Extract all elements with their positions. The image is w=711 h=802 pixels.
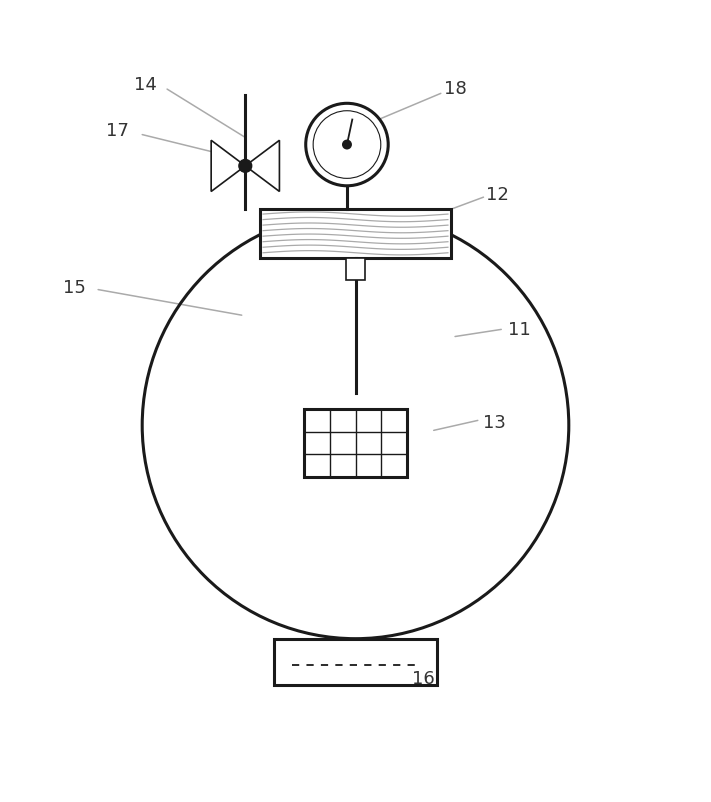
Text: 15: 15 — [63, 278, 86, 297]
Text: 16: 16 — [412, 669, 434, 687]
Bar — [304, 410, 407, 477]
Text: 12: 12 — [486, 186, 509, 204]
Text: 17: 17 — [106, 122, 129, 140]
Circle shape — [306, 104, 388, 187]
Circle shape — [239, 160, 252, 173]
Text: 13: 13 — [483, 413, 506, 431]
Bar — [260, 209, 451, 259]
Polygon shape — [245, 141, 279, 192]
Text: 18: 18 — [444, 79, 466, 98]
Bar — [274, 639, 437, 685]
Bar — [274, 639, 437, 685]
Text: 11: 11 — [508, 321, 530, 339]
Circle shape — [342, 140, 352, 150]
Polygon shape — [211, 141, 245, 192]
Bar — [346, 259, 365, 280]
Bar — [260, 209, 451, 259]
Text: 14: 14 — [134, 76, 157, 94]
